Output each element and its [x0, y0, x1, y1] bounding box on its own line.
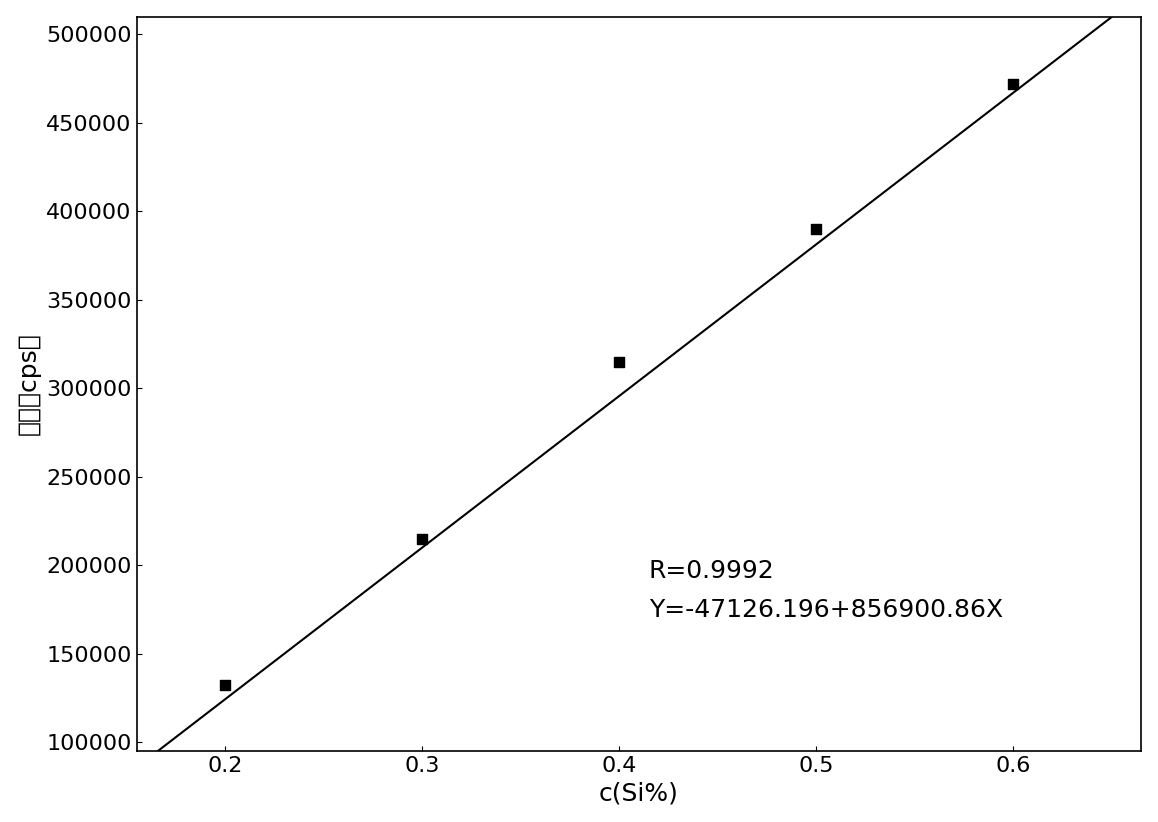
Point	[610, 355, 629, 368]
X-axis label: c(Si%): c(Si%)	[599, 782, 679, 806]
Point	[217, 679, 235, 692]
Text: R=0.9992
Y=-47126.196+856900.86X: R=0.9992 Y=-47126.196+856900.86X	[648, 559, 1003, 621]
Point	[807, 223, 826, 236]
Point	[413, 532, 432, 545]
Y-axis label: 强度（cps）: 强度（cps）	[16, 332, 41, 435]
Point	[1004, 77, 1023, 90]
